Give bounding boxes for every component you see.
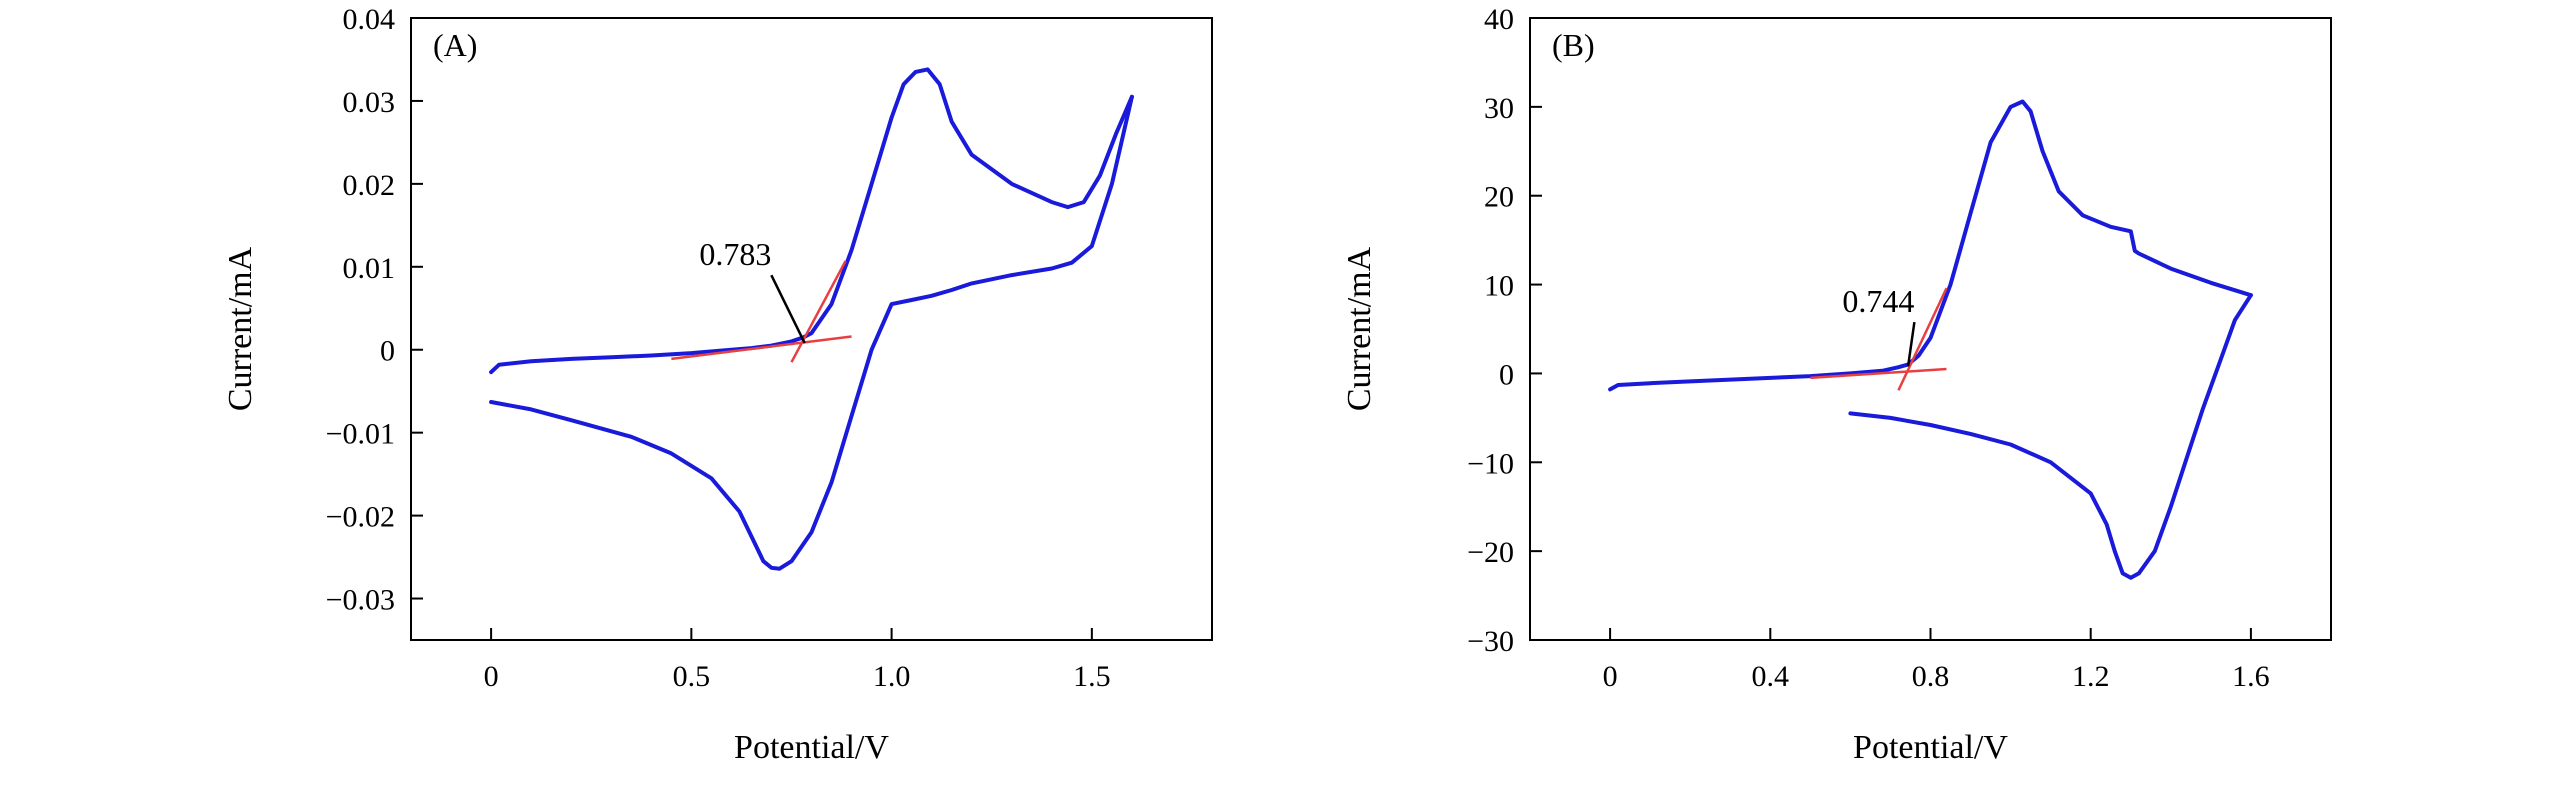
y-tick-label: 0.02: [343, 169, 396, 202]
x-tick-label: 1.2: [2072, 660, 2110, 693]
x-tick-label: 1.0: [873, 660, 911, 693]
cv-reverse-scan-line: [489, 94, 1134, 571]
y-tick-label: −10: [1467, 447, 1514, 480]
axes-frame: [410, 17, 1213, 641]
cv-forward-scan-line: [489, 67, 1134, 375]
x-axis-title: Potential/V: [734, 729, 889, 766]
chart-panel-a: 0 0.5 1.0 1.5 −0.03 −0.02 −0.01 0 0.01 0.02 0.03 0.…: [222, 3, 1213, 766]
y-axis-title: Current/mA: [1341, 246, 1378, 411]
onset-annotation-arrow: [770, 274, 806, 344]
chart-panel-b: 0 0.4 0.8 1.2 1.6 −30 −20 −10 0 10 20 30 40 Potential…: [1341, 3, 2332, 766]
panel-label: (B): [1552, 27, 1595, 63]
baseline-tangent: [671, 335, 852, 361]
x-tick-label: 0.5: [673, 660, 711, 693]
cv-forward-scan-line: [1608, 99, 2253, 392]
onset-annotation-arrow: [1906, 321, 1916, 367]
y-tick-label: 10: [1484, 270, 1514, 303]
x-axis-title: Potential/V: [1853, 729, 2008, 766]
y-tick-label: −30: [1467, 625, 1514, 658]
x-tick-label: 1.6: [2232, 660, 2270, 693]
y-tick-label: 0: [380, 335, 395, 368]
y-tick-label: −20: [1467, 536, 1514, 569]
panel-label: (A): [433, 27, 477, 63]
y-tick-label: 30: [1484, 92, 1514, 125]
x-tick-label: 1.5: [1073, 660, 1111, 693]
y-tick-label: 20: [1484, 181, 1514, 214]
rising-tangent: [790, 260, 847, 363]
x-tick-label: 0.4: [1752, 660, 1790, 693]
y-tick-label: −0.02: [326, 501, 395, 534]
y-axis-title: Current/mA: [222, 246, 259, 411]
y-tick-label: 0.03: [343, 86, 396, 119]
x-tick-label: 0: [1603, 660, 1618, 693]
onset-potential-label: 0.744: [1842, 283, 1914, 319]
y-tick-label: 0.04: [343, 3, 396, 36]
y-tick-label: −0.01: [326, 418, 395, 451]
onset-potential-label: 0.783: [699, 236, 771, 272]
x-tick-label: 0.8: [1912, 660, 1950, 693]
y-tick-label: 0.01: [343, 252, 396, 285]
y-tick-label: 0: [1499, 358, 1514, 391]
axes-frame: [1529, 17, 2332, 641]
baseline-tangent: [1810, 367, 1947, 380]
cv-reverse-scan-line: [1848, 293, 2253, 580]
rising-tangent: [1897, 287, 1948, 391]
y-tick-label: 40: [1484, 3, 1514, 36]
y-tick-label: −0.03: [326, 584, 395, 617]
x-tick-label: 0: [484, 660, 499, 693]
